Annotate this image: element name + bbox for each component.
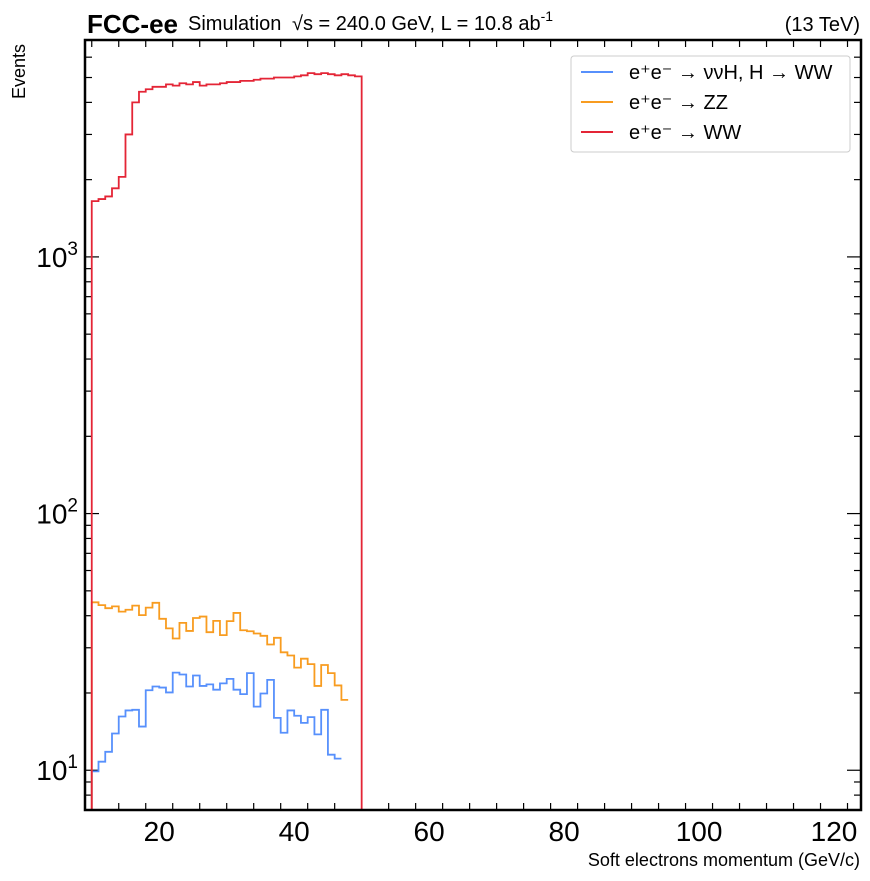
y-tick-base: 10 bbox=[36, 755, 67, 786]
energy-right-label: (13 TeV) bbox=[785, 14, 860, 36]
y-axis-title: Events bbox=[9, 44, 29, 99]
x-axis-title: Soft electrons momentum (GeV/c) bbox=[588, 850, 860, 870]
legend-label: e⁺e⁻ → ZZ bbox=[629, 92, 728, 114]
x-tick-label: 100 bbox=[676, 816, 723, 847]
y-tick-exponent: 3 bbox=[67, 239, 78, 260]
x-tick-label: 80 bbox=[549, 816, 580, 847]
legend: e⁺e⁻ → ννH, H → WW e⁺e⁻ → ZZ e⁺e⁻ → WW bbox=[570, 55, 851, 153]
y-tick-exponent: 2 bbox=[67, 496, 78, 517]
y-tick-label: 101 bbox=[36, 752, 78, 786]
x-tick-label: 60 bbox=[414, 816, 445, 847]
y-tick-base: 10 bbox=[36, 499, 67, 530]
y-tick-label: 103 bbox=[36, 239, 78, 273]
x-tick-label: 120 bbox=[811, 816, 858, 847]
series-step-line bbox=[90, 601, 349, 810]
y-tick-label: 102 bbox=[36, 496, 78, 530]
lumi-exponent: -1 bbox=[541, 8, 554, 24]
legend-label: e⁺e⁻ → ννH, H → WW bbox=[629, 62, 832, 84]
series-step-line bbox=[90, 72, 363, 810]
legend-box bbox=[570, 55, 851, 153]
y-tick-base: 10 bbox=[36, 242, 67, 273]
energy-lumi-label: √s = 240.0 GeV, L = 10.8 ab-1 bbox=[292, 8, 553, 35]
simulation-label: Simulation bbox=[188, 13, 281, 35]
series-step-line bbox=[90, 671, 342, 810]
energy-lumi-text: √s = 240.0 GeV, L = 10.8 ab bbox=[292, 13, 541, 35]
plot-frame bbox=[83, 38, 863, 812]
x-tick-label: 20 bbox=[144, 816, 175, 847]
y-tick-exponent: 1 bbox=[67, 752, 78, 773]
x-tick-label: 40 bbox=[279, 816, 310, 847]
experiment-label: FCC-ee bbox=[87, 9, 178, 39]
series-layer bbox=[90, 72, 363, 810]
legend-label: e⁺e⁻ → WW bbox=[629, 122, 741, 144]
